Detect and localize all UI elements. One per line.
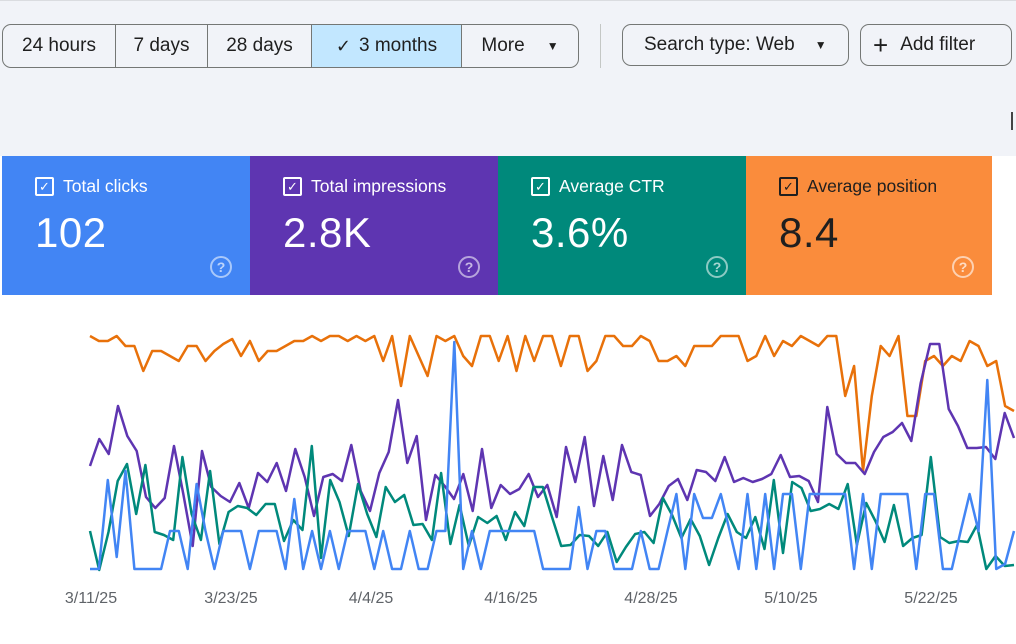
- range-28-days-button[interactable]: 28 days: [208, 25, 312, 67]
- add-filter-label: Add filter: [900, 34, 976, 55]
- checkbox-icon[interactable]: ✓: [283, 177, 302, 196]
- card-label: Average CTR: [559, 176, 665, 196]
- x-tick-label: 4/4/25: [349, 590, 394, 607]
- plus-icon: +: [873, 30, 889, 60]
- card-value: 3.6%: [531, 209, 629, 256]
- x-tick-label: 3/23/25: [204, 590, 257, 607]
- series-line-ctr: [88, 444, 1015, 572]
- series-line-position: [89, 334, 1015, 473]
- card-label: Total impressions: [311, 176, 447, 196]
- checkbox-icon[interactable]: ✓: [35, 177, 54, 196]
- checkbox-icon[interactable]: ✓: [779, 177, 798, 196]
- total-clicks-card[interactable]: ✓ Total clicks 102 ?: [2, 156, 250, 295]
- chart-series-group: [88, 334, 1016, 572]
- card-label: Average position: [807, 176, 938, 196]
- card-value: 2.8K: [283, 209, 372, 256]
- help-icon[interactable]: ?: [458, 256, 480, 278]
- checkbox-icon[interactable]: ✓: [531, 177, 550, 196]
- x-tick-label: 5/22/25: [904, 590, 957, 607]
- add-filter-button[interactable]: + Add filter: [860, 24, 1012, 66]
- range-3-months-button[interactable]: ✓ 3 months: [312, 25, 462, 67]
- search-type-label: Search type: Web: [644, 34, 795, 55]
- x-tick-label: 5/10/25: [764, 590, 817, 607]
- help-icon[interactable]: ?: [210, 256, 232, 278]
- x-tick-label: 3/11/25: [65, 590, 117, 607]
- range-label: 28 days: [226, 35, 293, 56]
- search-type-dropdown[interactable]: Search type: Web ▼: [622, 24, 849, 66]
- range-label: More: [481, 35, 525, 56]
- dropdown-arrow-icon: ▼: [546, 39, 559, 53]
- help-icon[interactable]: ?: [952, 256, 974, 278]
- average-ctr-card[interactable]: ✓ Average CTR 3.6% ?: [498, 156, 746, 295]
- series-line-clicks: [90, 340, 1016, 571]
- range-24-hours-button[interactable]: 24 hours: [3, 25, 116, 67]
- checkmark-icon: ✓: [335, 35, 351, 56]
- toolbar-divider: [600, 24, 601, 68]
- performance-chart[interactable]: 3/11/25 3/23/25 4/4/25 4/16/25 4/28/25 5/10/2…: [0, 296, 1016, 644]
- range-7-days-button[interactable]: 7 days: [116, 25, 208, 67]
- range-label: 3 months: [358, 35, 438, 56]
- dropdown-arrow-icon: ▼: [814, 38, 827, 52]
- x-tick-label: 4/28/25: [624, 590, 677, 607]
- date-range-selector: 24 hours 7 days 28 days ✓ 3 months More ▼: [2, 24, 579, 68]
- card-label: Total clicks: [63, 176, 148, 196]
- card-value: 8.4: [779, 209, 839, 256]
- x-tick-label: 4/16/25: [484, 590, 537, 607]
- range-more-button[interactable]: More ▼: [462, 25, 578, 67]
- range-label: 7 days: [133, 35, 190, 56]
- average-position-card[interactable]: ✓ Average position 8.4 ?: [746, 156, 992, 295]
- range-label: 24 hours: [22, 35, 96, 56]
- card-value: 102: [35, 209, 107, 256]
- total-impressions-card[interactable]: ✓ Total impressions 2.8K ?: [250, 156, 498, 295]
- series-line-impressions: [88, 342, 1016, 548]
- truncated-control: [1011, 112, 1013, 130]
- x-axis-tick-labels: 3/11/25 3/23/25 4/4/25 4/16/25 4/28/25 5/10/2…: [65, 590, 958, 607]
- help-icon[interactable]: ?: [706, 256, 728, 278]
- metric-cards: ✓ Total clicks 102 ? ✓ Total impressions 2…: [2, 156, 992, 295]
